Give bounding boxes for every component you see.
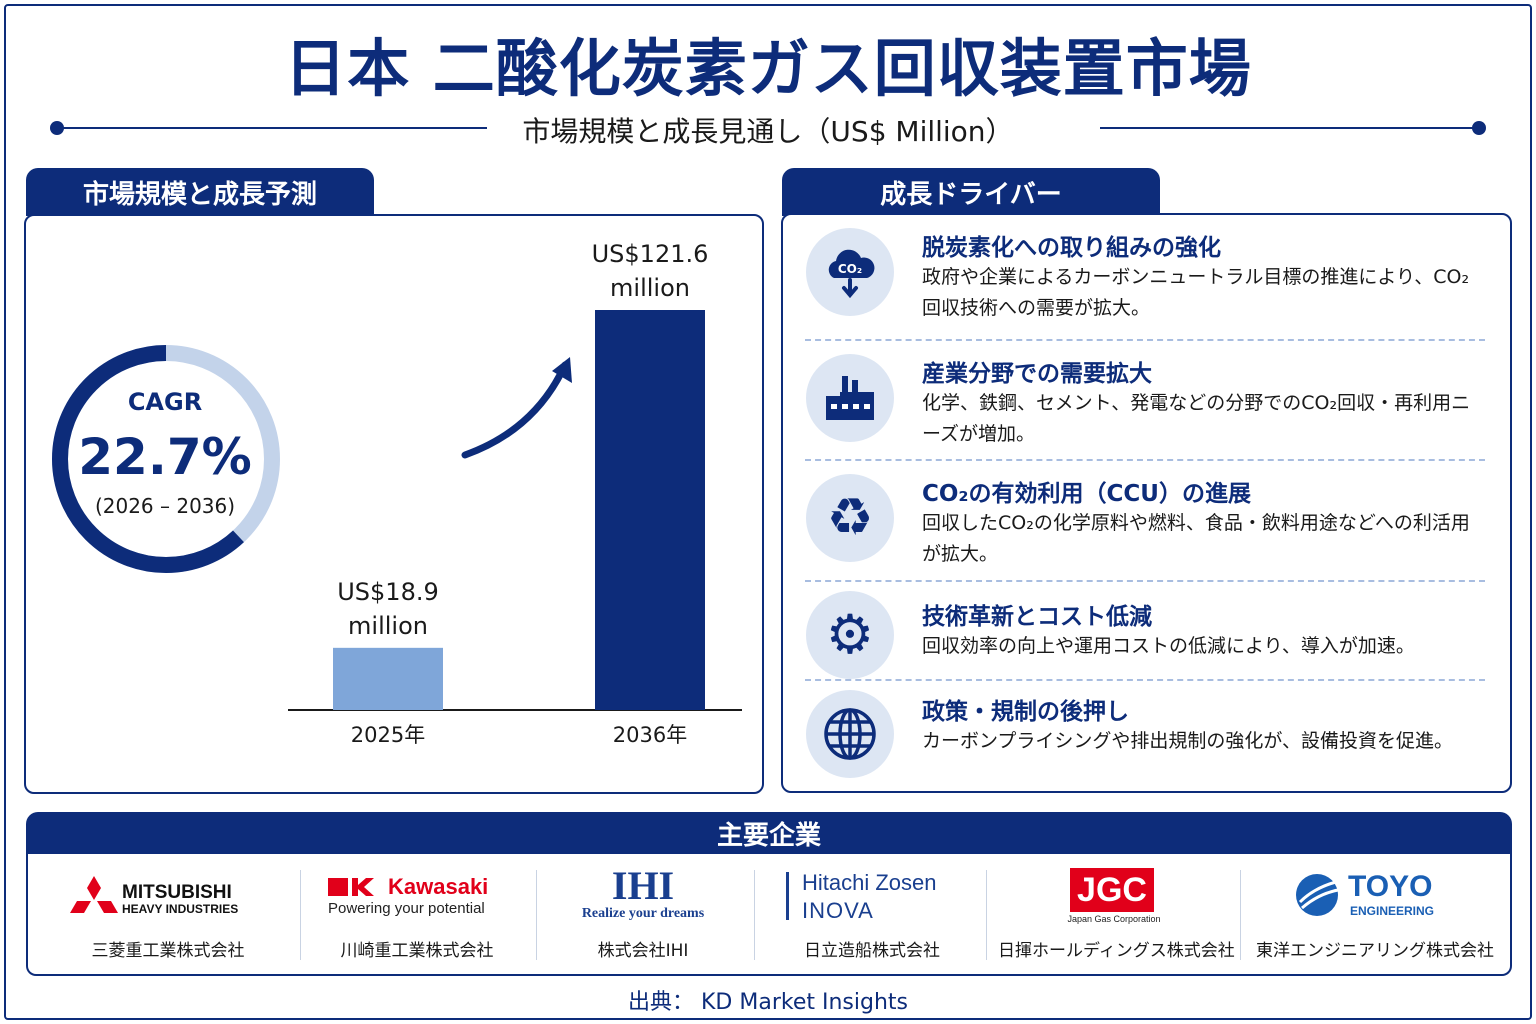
driver-divider [805,679,1485,681]
bar-value-label: US$18.9 [337,578,439,606]
driver-title: 脱炭素化への取り組みの強化 [922,235,1221,261]
growth-arrow-head [552,357,572,383]
subtitle-line-right [1100,127,1480,129]
subtitle-dot-right [1472,121,1486,135]
cagr-value: 22.7% [78,428,252,486]
company-divider [536,870,537,960]
company-logo-subtext: Powering your potential [328,900,485,917]
company-mitsubishi: MITSUBISHI HEAVY INDUSTRIES 三菱重工業株式会社 [48,860,288,970]
company-name: 三菱重工業株式会社 [91,941,245,961]
cagr-ring-arc [52,345,280,573]
company-name: 日揮ホールディングス株式会社 [998,941,1235,961]
driver-item: ♻ CO₂の有効利用（CCU）の進展 回収したCO₂の化学原料や燃料、食品・飲料… [800,474,1490,574]
company-name: 日立造船株式会社 [804,941,940,961]
driver-title: 産業分野での需要拡大 [922,361,1152,387]
company-logo-text: IHI [611,863,675,908]
company-name: 川崎重工業株式会社 [340,941,494,961]
company-name: 株式会社IHI [597,941,689,961]
factory-icon [806,354,894,442]
company-name: 東洋エンジニアリング株式会社 [1256,941,1494,961]
subtitle-line-left [57,127,487,129]
bar-2 [595,310,705,710]
company-logo-subtext: INOVA [802,898,874,923]
driver-desc: カーボンプライシングや排出規制の強化が、設備投資を促進。 [922,730,1454,752]
companies-panel [26,852,1512,976]
company-logo-text: TOYO [1348,870,1433,903]
company-logo-subtext: HEAVY INDUSTRIES [122,902,239,916]
bar-value-label: million [348,612,428,640]
mitsubishi-logo-icon [70,876,118,913]
driver-divider [805,580,1485,582]
driver-title: 技術革新とコスト低減 [922,604,1152,630]
company-logo-text: JGC [1070,868,1154,912]
market-size-tab: 市場規模と成長予測 [26,168,374,216]
svg-text:CO₂: CO₂ [838,262,862,276]
company-toyo: TOYO ENGINEERING 東洋エンジニアリング株式会社 [1256,860,1494,970]
page-subtitle: 市場規模と成長見通し（US$ Million） [522,115,1014,148]
gear-icon: ⚙ [806,591,894,679]
cagr-label: CAGR [127,388,203,416]
x-tick-label: 2025年 [351,723,425,747]
source-credit: 出典： KD Market Insights [628,990,908,1015]
drivers-tab: 成長ドライバー [782,168,1160,216]
companies-header: 主要企業 [26,812,1512,854]
driver-title: CO₂の有効利用（CCU）の進展 [922,481,1251,507]
company-logo-subtext: Realize your dreams [581,906,705,921]
company-logo-text: MITSUBISHI [122,882,232,903]
company-logo-text: Kawasaki [388,874,489,899]
driver-divider [805,459,1485,461]
company-divider [754,870,755,960]
driver-desc: 化学、鉄鋼、セメント、発電などの分野でのCO₂回収・再利用ニーズが増加。 [922,392,1471,445]
bar-1 [333,647,443,710]
company-divider [1240,870,1241,960]
driver-desc: 政府や企業によるカーボンニュートラル目標の推進により、CO₂回収技術への需要が拡… [922,266,1470,319]
drivers-panel [781,213,1512,793]
page-title: 日本 二酸化炭素ガス回収装置市場 [284,32,1252,105]
company-logo-subtext: ENGINEERING [1350,904,1435,918]
company-logo-text: Hitachi Zosen [802,870,937,895]
cagr-ring [52,345,280,573]
driver-item: 政策・規制の後押し カーボンプライシングや排出規制の強化が、設備投資を促進。 [800,690,1490,782]
driver-item: CO₂ 脱炭素化への取り組みの強化 政府や企業によるカーボンニュートラル目標の推… [800,228,1490,328]
company-divider [300,870,301,960]
driver-desc: 回収効率の向上や運用コストの低減により、導入が加速。 [922,635,1415,657]
bar-value-label: million [610,274,690,302]
driver-item: ⚙ 技術革新とコスト低減 回収効率の向上や運用コストの低減により、導入が加速。 [800,591,1490,679]
company-ihi: IHI Realize your dreams 株式会社IHI [538,860,748,970]
company-divider [986,870,987,960]
recycle-icon: ♻ [806,474,894,562]
globe-icon [806,690,894,778]
driver-desc: 回収したCO₂の化学原料や燃料、食品・飲料用途などへの利活用が拡大。 [922,512,1470,565]
company-hitachi-zosen: Hitachi Zosen INOVA 日立造船株式会社 [772,860,972,970]
company-jgc: JGC Japan Gas Corporation 日揮ホールディングス株式会社 [998,860,1235,970]
growth-arrow [461,361,569,459]
driver-title: 政策・規制の後押し [922,699,1129,725]
hitachi-logo-bar [786,872,789,920]
toyo-logo-icon [1296,874,1339,916]
driver-item: 産業分野での需要拡大 化学、鉄鋼、セメント、発電などの分野でのCO₂回収・再利用… [800,354,1490,454]
x-tick-label: 2036年 [613,723,687,747]
kawasaki-logo-icon [328,878,374,896]
company-logo-subtext: Japan Gas Corporation [1067,914,1161,924]
company-kawasaki: Kawasaki Powering your potential 川崎重工業株式… [302,860,532,970]
page-frame [4,4,1532,1020]
bar-chart: US$18.9 million 2025年 US$121.6 million 2036年 [288,240,742,747]
bar-value-label: US$121.6 [592,240,709,268]
subtitle-row: 市場規模と成長見通し（US$ Million） [50,108,1486,148]
driver-divider [805,339,1485,341]
cagr-range: (2026 – 2036) [94,494,236,518]
co2-cloud-icon: CO₂ [806,228,894,316]
